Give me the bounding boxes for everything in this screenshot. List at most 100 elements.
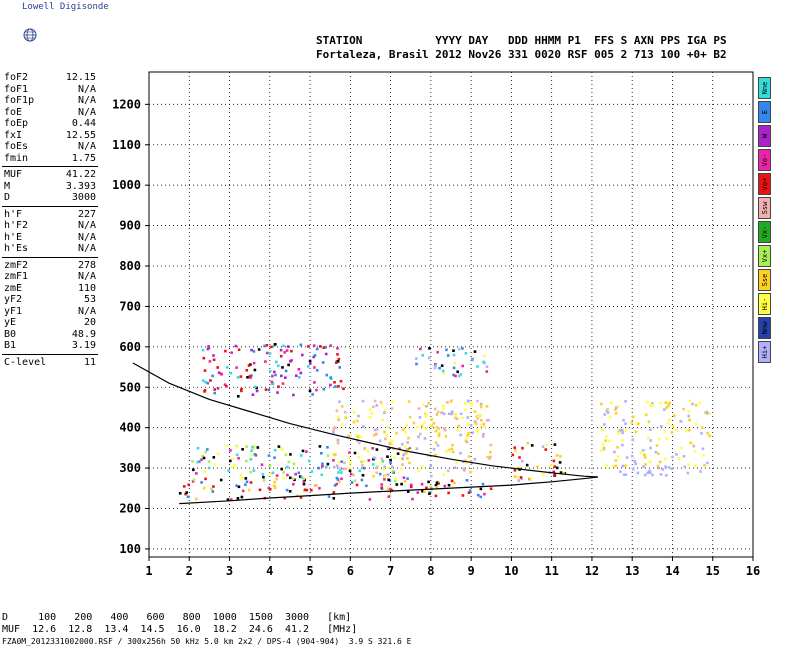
- echo-point: [279, 447, 283, 450]
- echo-point: [463, 402, 467, 406]
- echo-point: [343, 461, 346, 465]
- echo-point: [201, 348, 205, 352]
- echo-point: [233, 464, 237, 467]
- echo-point: [471, 431, 474, 435]
- echo-point: [434, 483, 438, 487]
- x-tick-label: 7: [387, 564, 394, 578]
- echo-point: [657, 452, 660, 455]
- echo-point: [694, 464, 697, 467]
- echo-point: [645, 400, 649, 404]
- echo-point: [674, 428, 678, 432]
- echo-point: [343, 410, 347, 414]
- echo-point: [203, 390, 206, 393]
- echo-point: [229, 459, 232, 463]
- echo-point: [252, 361, 256, 365]
- echo-point: [211, 374, 214, 378]
- echo-point: [216, 452, 220, 456]
- echo-point: [333, 381, 336, 384]
- echo-point: [322, 346, 326, 349]
- echo-point: [615, 406, 618, 409]
- echo-point: [421, 354, 424, 357]
- echo-point: [453, 481, 456, 485]
- echo-point: [614, 412, 618, 415]
- echo-point: [212, 358, 216, 362]
- echo-point: [235, 445, 239, 449]
- echo-point: [299, 371, 303, 375]
- param-row: zmF2 278: [0, 260, 100, 272]
- echo-point: [198, 460, 201, 463]
- echo-point: [702, 454, 706, 457]
- echo-point: [467, 491, 471, 494]
- echo-point: [353, 479, 357, 483]
- param-value: N/A: [77, 83, 96, 95]
- echo-point: [468, 489, 472, 492]
- echo-point: [282, 344, 285, 348]
- echo-point: [457, 347, 461, 351]
- echo-point: [310, 488, 313, 492]
- echo-point: [275, 474, 279, 477]
- echo-point: [366, 449, 369, 453]
- echo-point: [286, 473, 289, 477]
- echo-point: [450, 479, 454, 483]
- echo-point: [708, 412, 712, 415]
- echo-point: [196, 446, 200, 450]
- echo-point: [429, 485, 433, 488]
- echo-point: [453, 466, 457, 469]
- echo-point: [262, 475, 265, 479]
- echo-point: [452, 373, 455, 377]
- echo-point: [284, 453, 288, 456]
- echo-point: [444, 435, 448, 438]
- param-row: zmE 110: [0, 283, 100, 295]
- echo-point: [192, 468, 195, 472]
- echo-point: [625, 456, 629, 459]
- y-tick-label: 200: [119, 502, 141, 516]
- echo-point: [466, 433, 470, 437]
- echo-point: [332, 431, 335, 434]
- echo-point: [226, 498, 230, 501]
- echo-point: [427, 401, 431, 405]
- x-tick-label: 9: [468, 564, 475, 578]
- param-row: fmin 1.75: [0, 153, 100, 165]
- echo-point: [206, 448, 209, 451]
- param-separator: [2, 166, 98, 167]
- echo-point: [665, 406, 668, 409]
- echo-point: [601, 428, 604, 432]
- param-name: zmF1: [4, 271, 29, 282]
- echo-point: [437, 432, 441, 436]
- echo-point: [352, 420, 356, 424]
- echo-point: [464, 352, 468, 355]
- echo-point: [446, 354, 450, 357]
- echo-point: [480, 418, 483, 422]
- echo-point: [617, 430, 621, 433]
- param-row: yE 20: [0, 317, 100, 329]
- echo-point: [298, 475, 302, 478]
- echo-point: [386, 455, 389, 458]
- echo-point: [290, 349, 293, 353]
- echo-point: [479, 487, 483, 491]
- echo-point: [280, 467, 283, 471]
- echo-point: [446, 401, 449, 404]
- echo-point: [706, 461, 709, 465]
- param-value: N/A: [77, 141, 96, 152]
- echo-point: [614, 459, 618, 462]
- echo-point: [682, 455, 686, 458]
- echo-point: [329, 383, 332, 387]
- echo-point: [611, 465, 615, 468]
- x-tick-label: 13: [625, 564, 639, 578]
- echo-point: [666, 402, 669, 405]
- echo-point: [306, 365, 310, 368]
- echo-point: [355, 483, 359, 487]
- echo-point: [235, 366, 238, 369]
- echo-point: [210, 487, 213, 491]
- echo-point: [219, 478, 223, 482]
- echo-point: [415, 362, 418, 366]
- echo-point: [622, 418, 625, 422]
- echo-point: [682, 407, 685, 411]
- echo-point: [417, 469, 420, 473]
- echo-point: [412, 421, 416, 425]
- echo-point: [265, 344, 269, 347]
- y-tick-label: 700: [119, 299, 141, 313]
- y-tick-label: 400: [119, 421, 141, 435]
- echo-point: [245, 480, 249, 484]
- echo-point: [245, 369, 249, 372]
